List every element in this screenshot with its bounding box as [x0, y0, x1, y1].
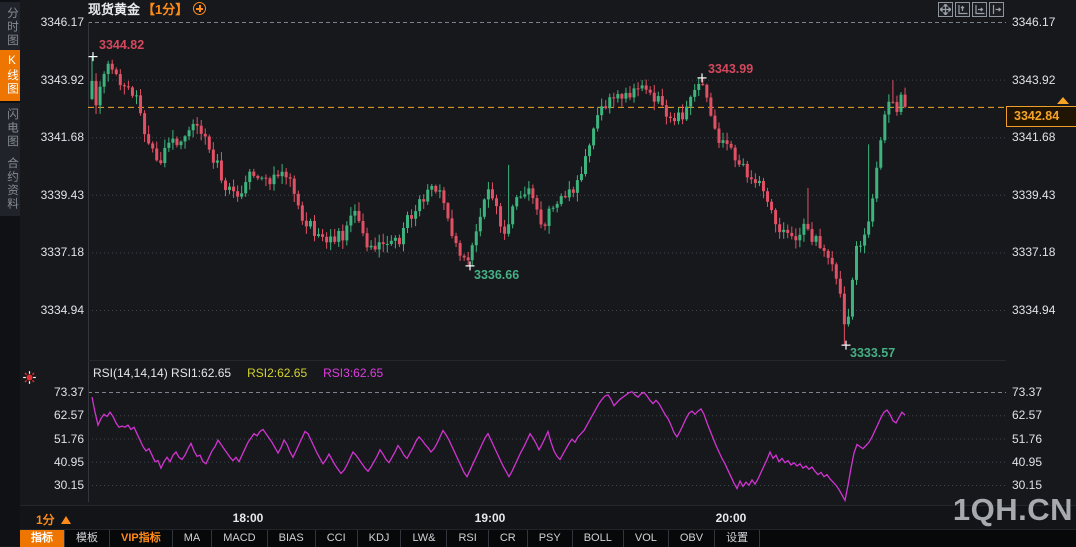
- rsi3-label: RSI3:62.65: [323, 366, 384, 380]
- shift-right-icon[interactable]: [989, 2, 1004, 17]
- rsi2-label: RSI2:62.65: [247, 366, 308, 380]
- tab-KDJ[interactable]: KDJ: [358, 530, 402, 547]
- sidebar-item-1[interactable]: K线图: [0, 50, 20, 101]
- last-price-tag: 3342.84: [1006, 106, 1076, 127]
- axis-tick-label: 3339.43: [1012, 187, 1056, 202]
- low-price-annotation: 3333.57: [850, 346, 896, 360]
- tab-MACD[interactable]: MACD: [212, 530, 268, 547]
- tab-MA[interactable]: MA: [173, 530, 213, 547]
- time-axis: 1分 18:00 19:00 20:00: [20, 505, 1076, 530]
- axis-tick-label: 3346.17: [40, 15, 84, 29]
- tab-LW&[interactable]: LW&: [401, 530, 448, 547]
- indicator-toolbar: 指标 模板 VIP指标 MA MACD BIAS CCI KDJ LW& RSI CR PSY BOLL…: [20, 529, 1076, 547]
- tab-OBV[interactable]: OBV: [669, 530, 716, 547]
- alarm-icon[interactable]: [22, 370, 37, 385]
- watermark: 1QH.CN: [952, 492, 1073, 527]
- fit-y-axis-icon[interactable]: [955, 2, 970, 17]
- tab-RSI[interactable]: RSI: [447, 530, 489, 547]
- axis-tick-label: 40.95: [53, 454, 84, 469]
- axis-tick-label: 3334.94: [40, 303, 84, 317]
- time-tick-label: 18:00: [232, 511, 264, 525]
- tab-CCI[interactable]: CCI: [316, 530, 358, 547]
- axis-tick-label: 51.76: [1012, 431, 1043, 446]
- axis-tick-label: 3334.94: [1012, 303, 1056, 317]
- axis-tick-label: 73.37: [1012, 385, 1043, 399]
- axis-tick-label: 51.76: [53, 431, 84, 446]
- tab-VOL[interactable]: VOL: [624, 530, 669, 547]
- tab-CR[interactable]: CR: [489, 530, 528, 547]
- axis-tick-label: 3339.43: [40, 187, 84, 202]
- period-tag: 【1分】: [142, 2, 189, 17]
- triangle-up-icon: [60, 516, 71, 524]
- axis-tick-label: 62.57: [1012, 408, 1043, 423]
- axis-tick-label: 3341.68: [40, 130, 84, 145]
- low-price-annotation: 3336.66: [474, 268, 520, 282]
- period-selector[interactable]: 1分: [36, 511, 71, 528]
- circle-plus-icon[interactable]: [193, 2, 207, 15]
- high-price-annotation: 3343.99: [708, 62, 754, 76]
- axis-tick-label: 73.37: [53, 385, 84, 399]
- axis-tick-label: 3341.68: [1012, 130, 1056, 145]
- axis-tick-label: 3343.92: [1012, 72, 1056, 87]
- axis-tick-label: 3337.18: [40, 245, 84, 260]
- axis-tick-label: 62.57: [53, 408, 84, 423]
- sidebar-item-3[interactable]: 合约资料: [0, 152, 20, 216]
- tab-模板[interactable]: 模板: [65, 530, 110, 547]
- instrument-title: 现货黄金: [88, 2, 141, 17]
- rsi-indicator-header: RSI(14,14,14) RSI1:62.65 RSI2:62.65 RSI3:6…: [93, 366, 383, 380]
- tab-指标[interactable]: 指标: [20, 530, 65, 547]
- chart-tool-buttons: [938, 2, 1004, 17]
- rsi1-label: RSI(14,14,14) RSI1:62.65: [93, 366, 232, 380]
- chart-header: 现货黄金 【1分】: [88, 2, 207, 18]
- axis-tick-label: 3337.18: [1012, 245, 1056, 260]
- time-tick-label: 19:00: [474, 511, 506, 525]
- sidebar-item-0[interactable]: 分时图: [0, 2, 20, 53]
- pan-icon[interactable]: [938, 2, 953, 17]
- left-sidebar: 分时图 K线图 闪电图 合约资料: [0, 0, 20, 546]
- tab-PSY[interactable]: PSY: [528, 530, 573, 547]
- tab-设置[interactable]: 设置: [715, 530, 761, 547]
- tab-BOLL[interactable]: BOLL: [573, 530, 624, 547]
- sidebar-item-2[interactable]: 闪电图: [0, 103, 20, 154]
- axis-tick-label: 3343.92: [40, 72, 84, 87]
- fit-x-axis-icon[interactable]: [972, 2, 987, 17]
- axis-tick-label: 30.15: [53, 478, 84, 492]
- axis-tick-label: 30.15: [1012, 478, 1043, 492]
- high-price-annotation: 3344.82: [99, 38, 145, 52]
- tab-BIAS[interactable]: BIAS: [268, 530, 316, 547]
- axis-tick-label: 3346.17: [1012, 15, 1056, 29]
- last-price-arrow-icon: [1057, 97, 1069, 104]
- period-selector-label: 1分: [36, 513, 55, 527]
- time-tick-label: 20:00: [715, 511, 747, 525]
- tab-VIP指标[interactable]: VIP指标: [110, 530, 173, 547]
- axis-tick-label: 40.95: [1012, 454, 1043, 469]
